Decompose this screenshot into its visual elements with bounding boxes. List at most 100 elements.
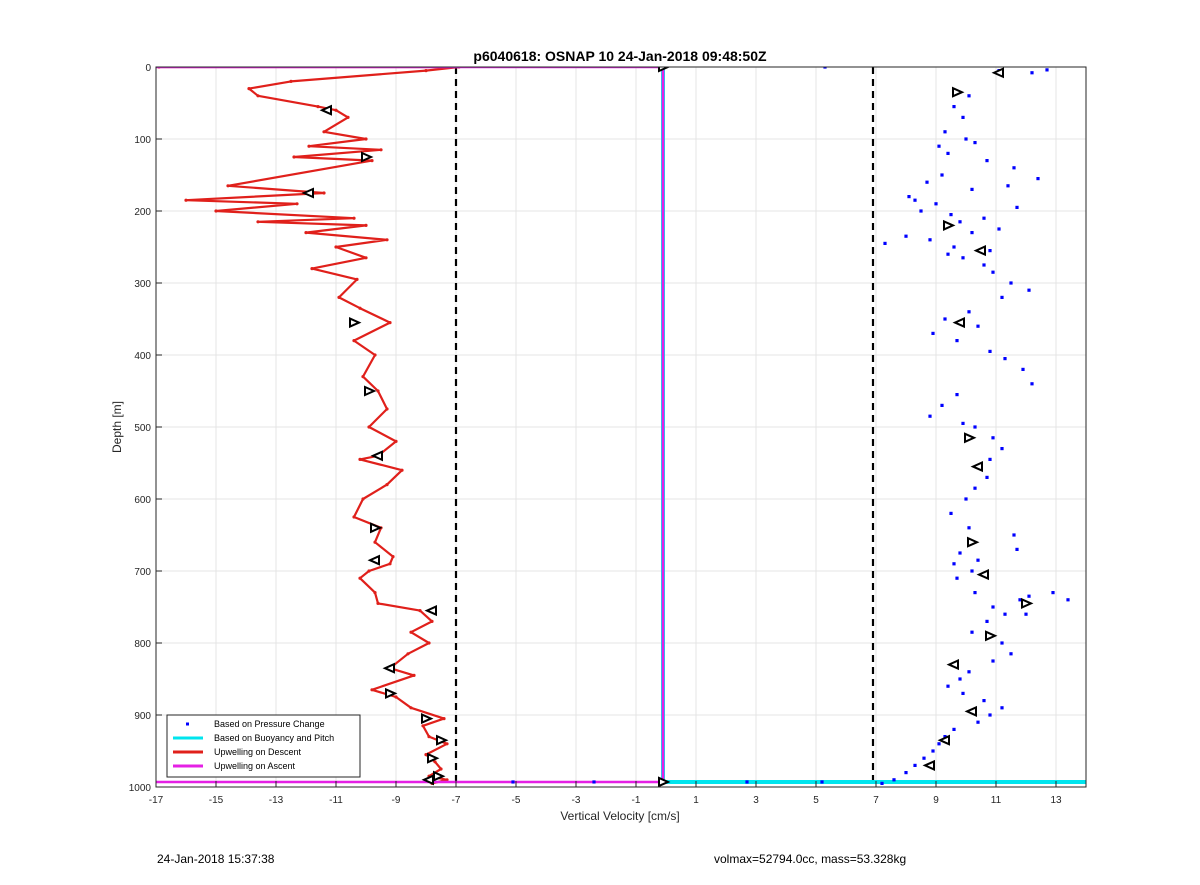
y-tick-label: 1000 <box>129 783 152 794</box>
legend-label: Upwelling on Ascent <box>214 761 296 771</box>
pressure-point <box>928 414 932 418</box>
descent-point <box>364 256 368 260</box>
pressure-point <box>1018 598 1022 602</box>
descent-point <box>256 220 260 224</box>
legend-label: Upwelling on Descent <box>214 747 302 757</box>
pressure-point <box>982 216 986 220</box>
x-tick-label: 3 <box>753 795 759 806</box>
descent-point <box>406 652 410 656</box>
pressure-point <box>988 349 992 353</box>
descent-point <box>412 673 416 678</box>
descent-point <box>304 231 308 235</box>
orientation-marker <box>922 759 935 771</box>
y-tick-label: 0 <box>145 63 151 74</box>
descent-point <box>322 130 326 134</box>
descent-point <box>427 735 431 739</box>
pressure-point <box>943 735 947 739</box>
orientation-marker <box>427 752 440 764</box>
descent-point <box>247 87 251 91</box>
pressure-point <box>919 209 923 213</box>
pressure-point <box>973 425 977 429</box>
x-tick-label: 13 <box>1050 795 1062 806</box>
orientation-marker <box>385 687 398 699</box>
orientation-marker <box>1021 597 1034 609</box>
descent-point <box>445 778 449 782</box>
descent-point <box>373 591 377 595</box>
descent-point <box>433 760 437 764</box>
descent-point <box>352 339 356 343</box>
pressure-point <box>1003 357 1007 361</box>
x-tick-label: -17 <box>149 795 164 806</box>
pressure-point <box>1003 612 1007 616</box>
legend-label: Based on Buoyancy and Pitch <box>214 733 334 743</box>
pressure-point <box>991 270 995 274</box>
orientation-marker <box>964 432 977 444</box>
descent-point <box>358 576 362 580</box>
pressure-point <box>1000 447 1004 451</box>
x-tick-label: -3 <box>572 795 581 806</box>
pressure-point <box>952 245 956 249</box>
pressure-point <box>985 159 989 163</box>
descent-point <box>385 238 389 242</box>
pressure-point <box>991 605 995 609</box>
pressure-point <box>985 619 989 623</box>
y-tick-label: 500 <box>134 423 151 434</box>
y-axis-label: Depth [m] <box>110 401 124 453</box>
pressure-point <box>952 727 956 731</box>
pressure-point <box>1000 641 1004 645</box>
descent-point <box>358 306 362 310</box>
descent-point <box>352 515 356 519</box>
pressure-point <box>952 105 956 109</box>
pressure-point <box>892 778 896 782</box>
footer-timestamp: 24-Jan-2018 15:37:38 <box>157 852 275 866</box>
pressure-point <box>988 249 992 253</box>
pressure-point <box>976 558 980 562</box>
legend: Based on Pressure Change Based on Buoyanc… <box>166 714 361 778</box>
y-tick-label: 600 <box>134 495 151 506</box>
pressure-point <box>1006 184 1010 188</box>
descent-point <box>370 159 374 163</box>
orientation-marker <box>349 317 362 329</box>
y-tick-label: 300 <box>134 279 151 290</box>
descent-point <box>427 641 431 645</box>
descent-point <box>322 191 326 195</box>
x-tick-label: 11 <box>991 795 1002 806</box>
x-tick-label: -15 <box>209 795 224 806</box>
pressure-point <box>1027 288 1031 292</box>
pressure-point <box>925 180 929 184</box>
descent-point <box>367 569 371 573</box>
orientation-marker <box>421 774 434 786</box>
descent-point <box>346 115 350 119</box>
pressure-point <box>1030 71 1034 75</box>
descent-point <box>424 69 428 73</box>
pressure-point <box>964 497 968 501</box>
y-tick-label: 700 <box>134 567 151 578</box>
pressure-point <box>928 238 932 242</box>
descent-point <box>385 407 389 411</box>
pressure-point <box>913 198 917 202</box>
pressure-point <box>937 144 941 148</box>
pressure-point <box>970 630 974 634</box>
pressure-point <box>958 220 962 224</box>
descent-point <box>295 202 299 206</box>
descent-point <box>439 767 443 771</box>
pressure-point <box>991 659 995 663</box>
pressure-point <box>973 486 977 490</box>
pressure-point <box>964 137 968 141</box>
descent-point <box>373 540 377 544</box>
pressure-point <box>1024 612 1028 616</box>
pressure-point <box>961 256 965 260</box>
pressure-point <box>961 421 965 425</box>
descent-point <box>226 184 230 188</box>
pressure-point <box>970 231 974 235</box>
pressure-point <box>982 263 986 267</box>
descent-point <box>361 497 365 501</box>
y-tick-label: 900 <box>134 711 151 722</box>
descent-point <box>292 155 296 159</box>
pressure-point <box>1015 547 1019 551</box>
descent-point <box>256 94 260 98</box>
descent-point <box>364 223 368 227</box>
pressure-point <box>961 115 965 119</box>
descent-point <box>442 717 446 721</box>
